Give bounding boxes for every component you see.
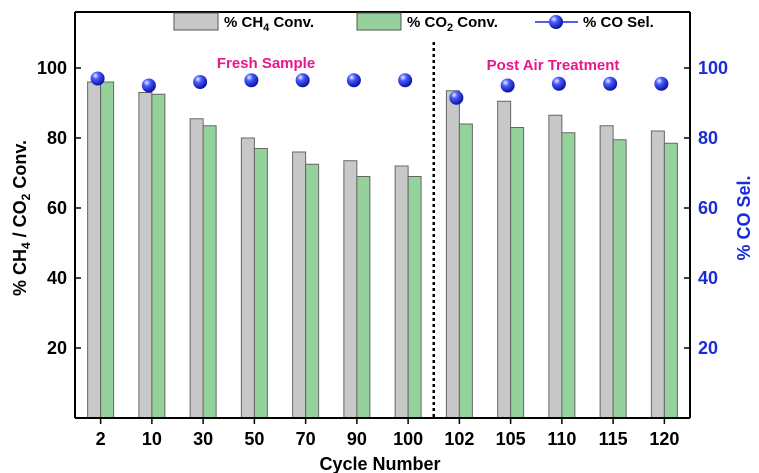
bar-co2-10 [151,93,166,419]
y-axis-title-right: % CO Sel. [734,175,754,260]
x-tick-label-30: 30 [193,429,213,449]
x-tick-label-115: 115 [599,429,628,449]
bar-ch4-10 [138,92,153,419]
x-tick-label-2: 2 [96,429,106,449]
bar-co2-105 [510,127,525,419]
x-tick-label-70: 70 [296,429,316,449]
bar-ch4-115 [599,125,614,419]
y-tick-label-left-40: 40 [47,268,67,288]
point-co-sel-90 [346,73,361,88]
y-tick-label-right-100: 100 [698,58,728,78]
x-tick-label-10: 10 [142,429,162,449]
x-tick-label-50: 50 [244,429,264,449]
point-co-sel-102 [449,90,464,105]
point-co-sel-105 [500,78,515,93]
legend-marker-co [549,15,563,29]
bar-ch4-30 [189,118,204,419]
y-tick-label-right-20: 20 [698,338,718,358]
point-co-sel-30 [193,75,208,89]
bar-co2-2 [100,81,115,419]
x-tick-label-102: 102 [444,429,474,449]
point-co-sel-115 [603,76,618,91]
bar-ch4-110 [548,114,563,419]
annotation-post-air-treatment: Post Air Treatment [487,57,620,74]
x-tick-label-105: 105 [496,429,526,449]
legend-label-co: % CO Sel. [583,14,654,31]
legend-swatch-co2 [356,12,402,31]
x-axis-title: Cycle Number [319,454,440,473]
point-co-sel-70 [295,73,310,88]
bar-co2-110 [561,132,576,419]
bars-layer [87,81,678,419]
y-tick-label-right-60: 60 [698,198,718,218]
legend: % CH4 Conv. % CO2 Conv. % CO Sel. [173,12,654,34]
bar-ch4-100 [394,165,409,419]
bar-ch4-90 [343,160,358,419]
x-tick-label-110: 110 [547,429,576,449]
bar-ch4-120 [650,130,665,419]
legend-label-ch4: % CH4 Conv. [224,14,314,34]
bar-ch4-70 [292,151,307,419]
bar-co2-90 [356,176,371,419]
x-tick-label-90: 90 [347,429,367,449]
ticks-layer: 2 10 30 50 70 90 100 102 105 110 115 120 20 20 40 40 60 6… [37,58,728,449]
axes-layer [74,11,691,419]
point-co-sel-2 [90,71,105,86]
bar-ch4-102 [445,90,460,419]
y-tick-label-left-100: 100 [37,58,67,78]
y-tick-label-left-80: 80 [47,128,67,148]
legend-label-co2: % CO2 Conv. [407,14,498,34]
bar-co2-50 [253,148,268,419]
point-co-sel-10 [141,78,156,93]
legend-swatch-ch4 [173,12,219,31]
bar-co2-115 [612,139,627,419]
points-layer [90,71,669,105]
bar-ch4-105 [497,100,512,419]
bar-co2-70 [305,163,320,419]
bar-co2-100 [407,176,422,419]
bar-co2-102 [458,123,473,419]
point-co-sel-120 [654,76,669,91]
y-axis-title-left: % CH4 / CO2 Conv. [10,140,33,296]
point-co-sel-50 [244,73,259,88]
annotation-fresh-sample: Fresh Sample [217,55,315,72]
point-co-sel-100 [398,73,413,88]
x-tick-label-120: 120 [649,429,679,449]
y-tick-label-right-40: 40 [698,268,718,288]
y-tick-label-left-20: 20 [47,338,67,358]
bar-ch4-50 [240,137,255,419]
x-tick-label-100: 100 [393,429,423,449]
point-co-sel-110 [551,76,566,91]
bar-co2-30 [202,125,217,419]
bar-ch4-2 [87,81,102,419]
bar-co2-120 [663,142,678,419]
y-tick-label-right-80: 80 [698,128,718,148]
y-tick-label-left-60: 60 [47,198,67,218]
